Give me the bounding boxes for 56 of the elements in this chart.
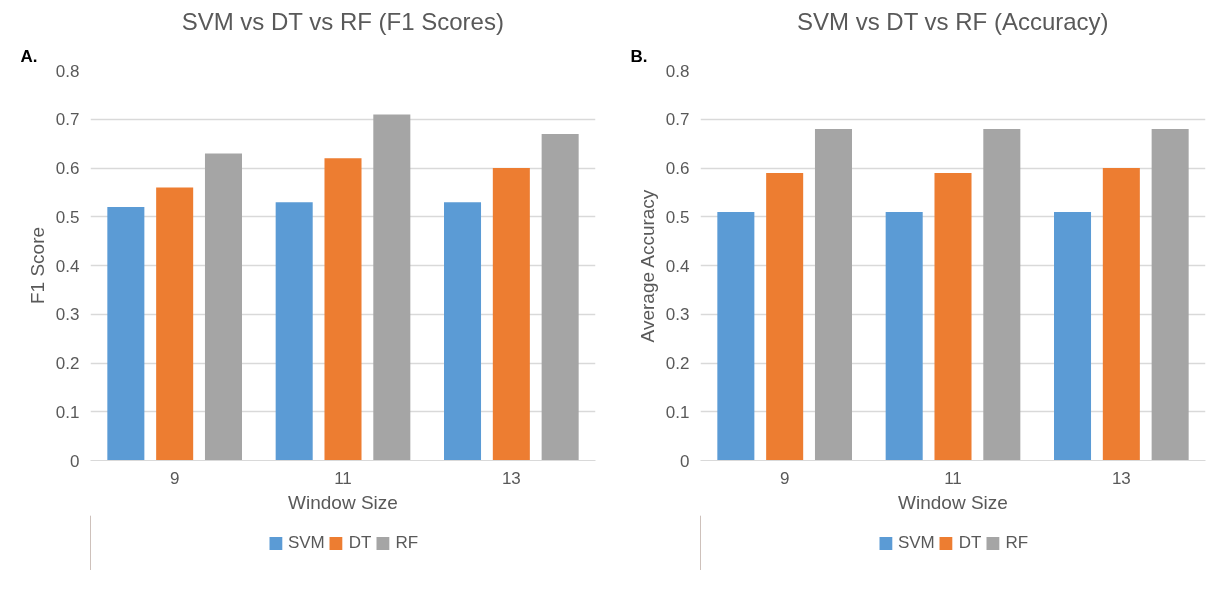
bar	[717, 211, 755, 461]
bar	[814, 129, 852, 461]
x-tick-label: 9	[169, 468, 180, 488]
legend-label: SVM	[897, 532, 935, 553]
bar	[885, 211, 923, 461]
y-tick-label: 0.4	[55, 256, 80, 276]
y-axis-title: F1 Score	[26, 226, 48, 305]
y-tick-label: 0.2	[665, 354, 690, 373]
y-tick-label: 0.6	[55, 159, 80, 178]
bar	[1151, 129, 1189, 461]
legend-label: SVM	[287, 532, 325, 553]
x-tick-label: 9	[779, 468, 790, 488]
y-tick-label: 0.6	[665, 159, 690, 178]
text: A.	[20, 46, 38, 66]
x-axis-title: Window Size	[288, 491, 398, 513]
y-tick-label: 0	[70, 451, 80, 471]
bar	[275, 202, 313, 461]
x-axis-title: Window Size	[898, 491, 1008, 513]
x-tick-label: 11	[944, 468, 962, 488]
y-tick-label: 0.5	[665, 207, 690, 227]
y-tick-label: 0.3	[665, 305, 690, 325]
x-tick-label: 11	[334, 468, 352, 488]
bar	[204, 153, 242, 461]
bar	[766, 172, 804, 461]
x-tick-label: 13	[501, 468, 521, 488]
y-axis-title: Average Accuracy	[636, 189, 658, 343]
y-tick-label: 0.8	[665, 61, 690, 81]
bar	[1102, 168, 1140, 461]
y-tick-label: 0.5	[55, 207, 80, 227]
legend-label: RF	[1005, 532, 1029, 553]
y-tick-label: 0.3	[55, 305, 80, 325]
x-tick-label: 13	[1111, 468, 1131, 488]
legend-label: DT	[958, 532, 982, 553]
legend-label: RF	[395, 532, 419, 553]
chart-title: SVM vs DT vs RF (F1 Scores)	[181, 7, 504, 35]
bar	[107, 207, 145, 461]
y-tick-label: 0.1	[665, 402, 690, 422]
y-tick-label: 0.7	[55, 110, 80, 130]
y-tick-label: 0	[680, 451, 690, 471]
bar	[983, 129, 1021, 461]
legend-label: DT	[348, 532, 372, 553]
bar	[492, 168, 530, 461]
y-tick-label: 0.8	[55, 61, 80, 81]
bar	[373, 114, 411, 461]
y-tick-label: 0.1	[55, 402, 80, 422]
y-tick-label: 0.4	[665, 256, 690, 276]
bar	[541, 133, 579, 461]
bar	[1054, 211, 1092, 461]
y-tick-label: 0.7	[665, 110, 690, 130]
bar	[934, 172, 972, 461]
y-tick-label: 0.2	[55, 354, 80, 373]
bar	[156, 187, 194, 461]
bar	[324, 158, 362, 461]
text: B.	[630, 46, 648, 66]
chart-title: SVM vs DT vs RF (Accuracy)	[796, 7, 1109, 35]
bar	[444, 202, 482, 461]
